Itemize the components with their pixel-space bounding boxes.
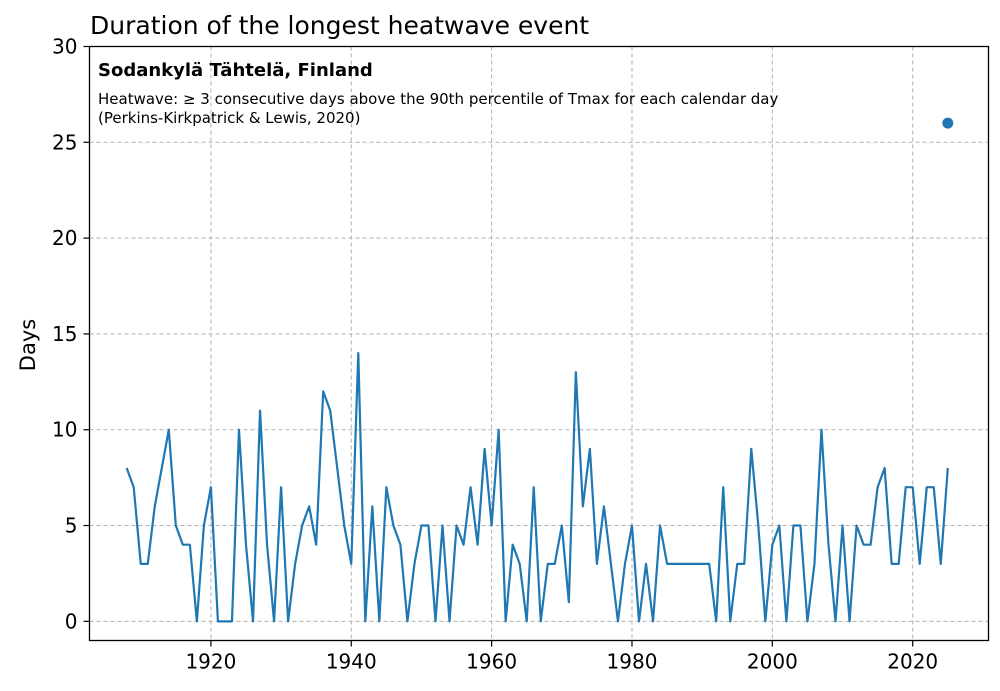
highlight-point <box>942 117 954 129</box>
data-series <box>125 117 954 623</box>
x-tick-label: 2020 <box>887 650 938 674</box>
x-tick-label: 2000 <box>747 650 798 674</box>
plot-frame <box>88 45 990 642</box>
y-tick-label: 20 <box>52 226 77 250</box>
annotation-line-2: (Perkins-Kirkpatrick & Lewis, 2020) <box>98 109 360 127</box>
y-tick-label: 15 <box>52 322 77 346</box>
y-tick-label: 10 <box>52 418 77 442</box>
y-tick-label: 5 <box>65 514 78 538</box>
x-tick-label: 1940 <box>326 650 377 674</box>
x-tick-label: 1920 <box>185 650 236 674</box>
annotation-line-1: Heatwave: ≥ 3 consecutive days above the… <box>98 90 778 108</box>
y-tick-label: 30 <box>52 35 77 59</box>
x-axis: 1920 1940 1960 1980 2000 2020 <box>185 640 938 674</box>
x-tick-label: 1960 <box>466 650 517 674</box>
station-name: Sodankylä Tähtelä, Finland <box>98 60 373 81</box>
y-axis-label: Days <box>16 319 40 371</box>
y-tick-label: 25 <box>52 130 77 154</box>
x-tick-label: 1980 <box>607 650 658 674</box>
y-tick-label: 0 <box>65 609 78 633</box>
chart-title: Duration of the longest heatwave event <box>90 11 589 40</box>
series-line <box>125 351 949 623</box>
y-axis: 0 5 10 15 20 25 30 <box>52 35 90 633</box>
